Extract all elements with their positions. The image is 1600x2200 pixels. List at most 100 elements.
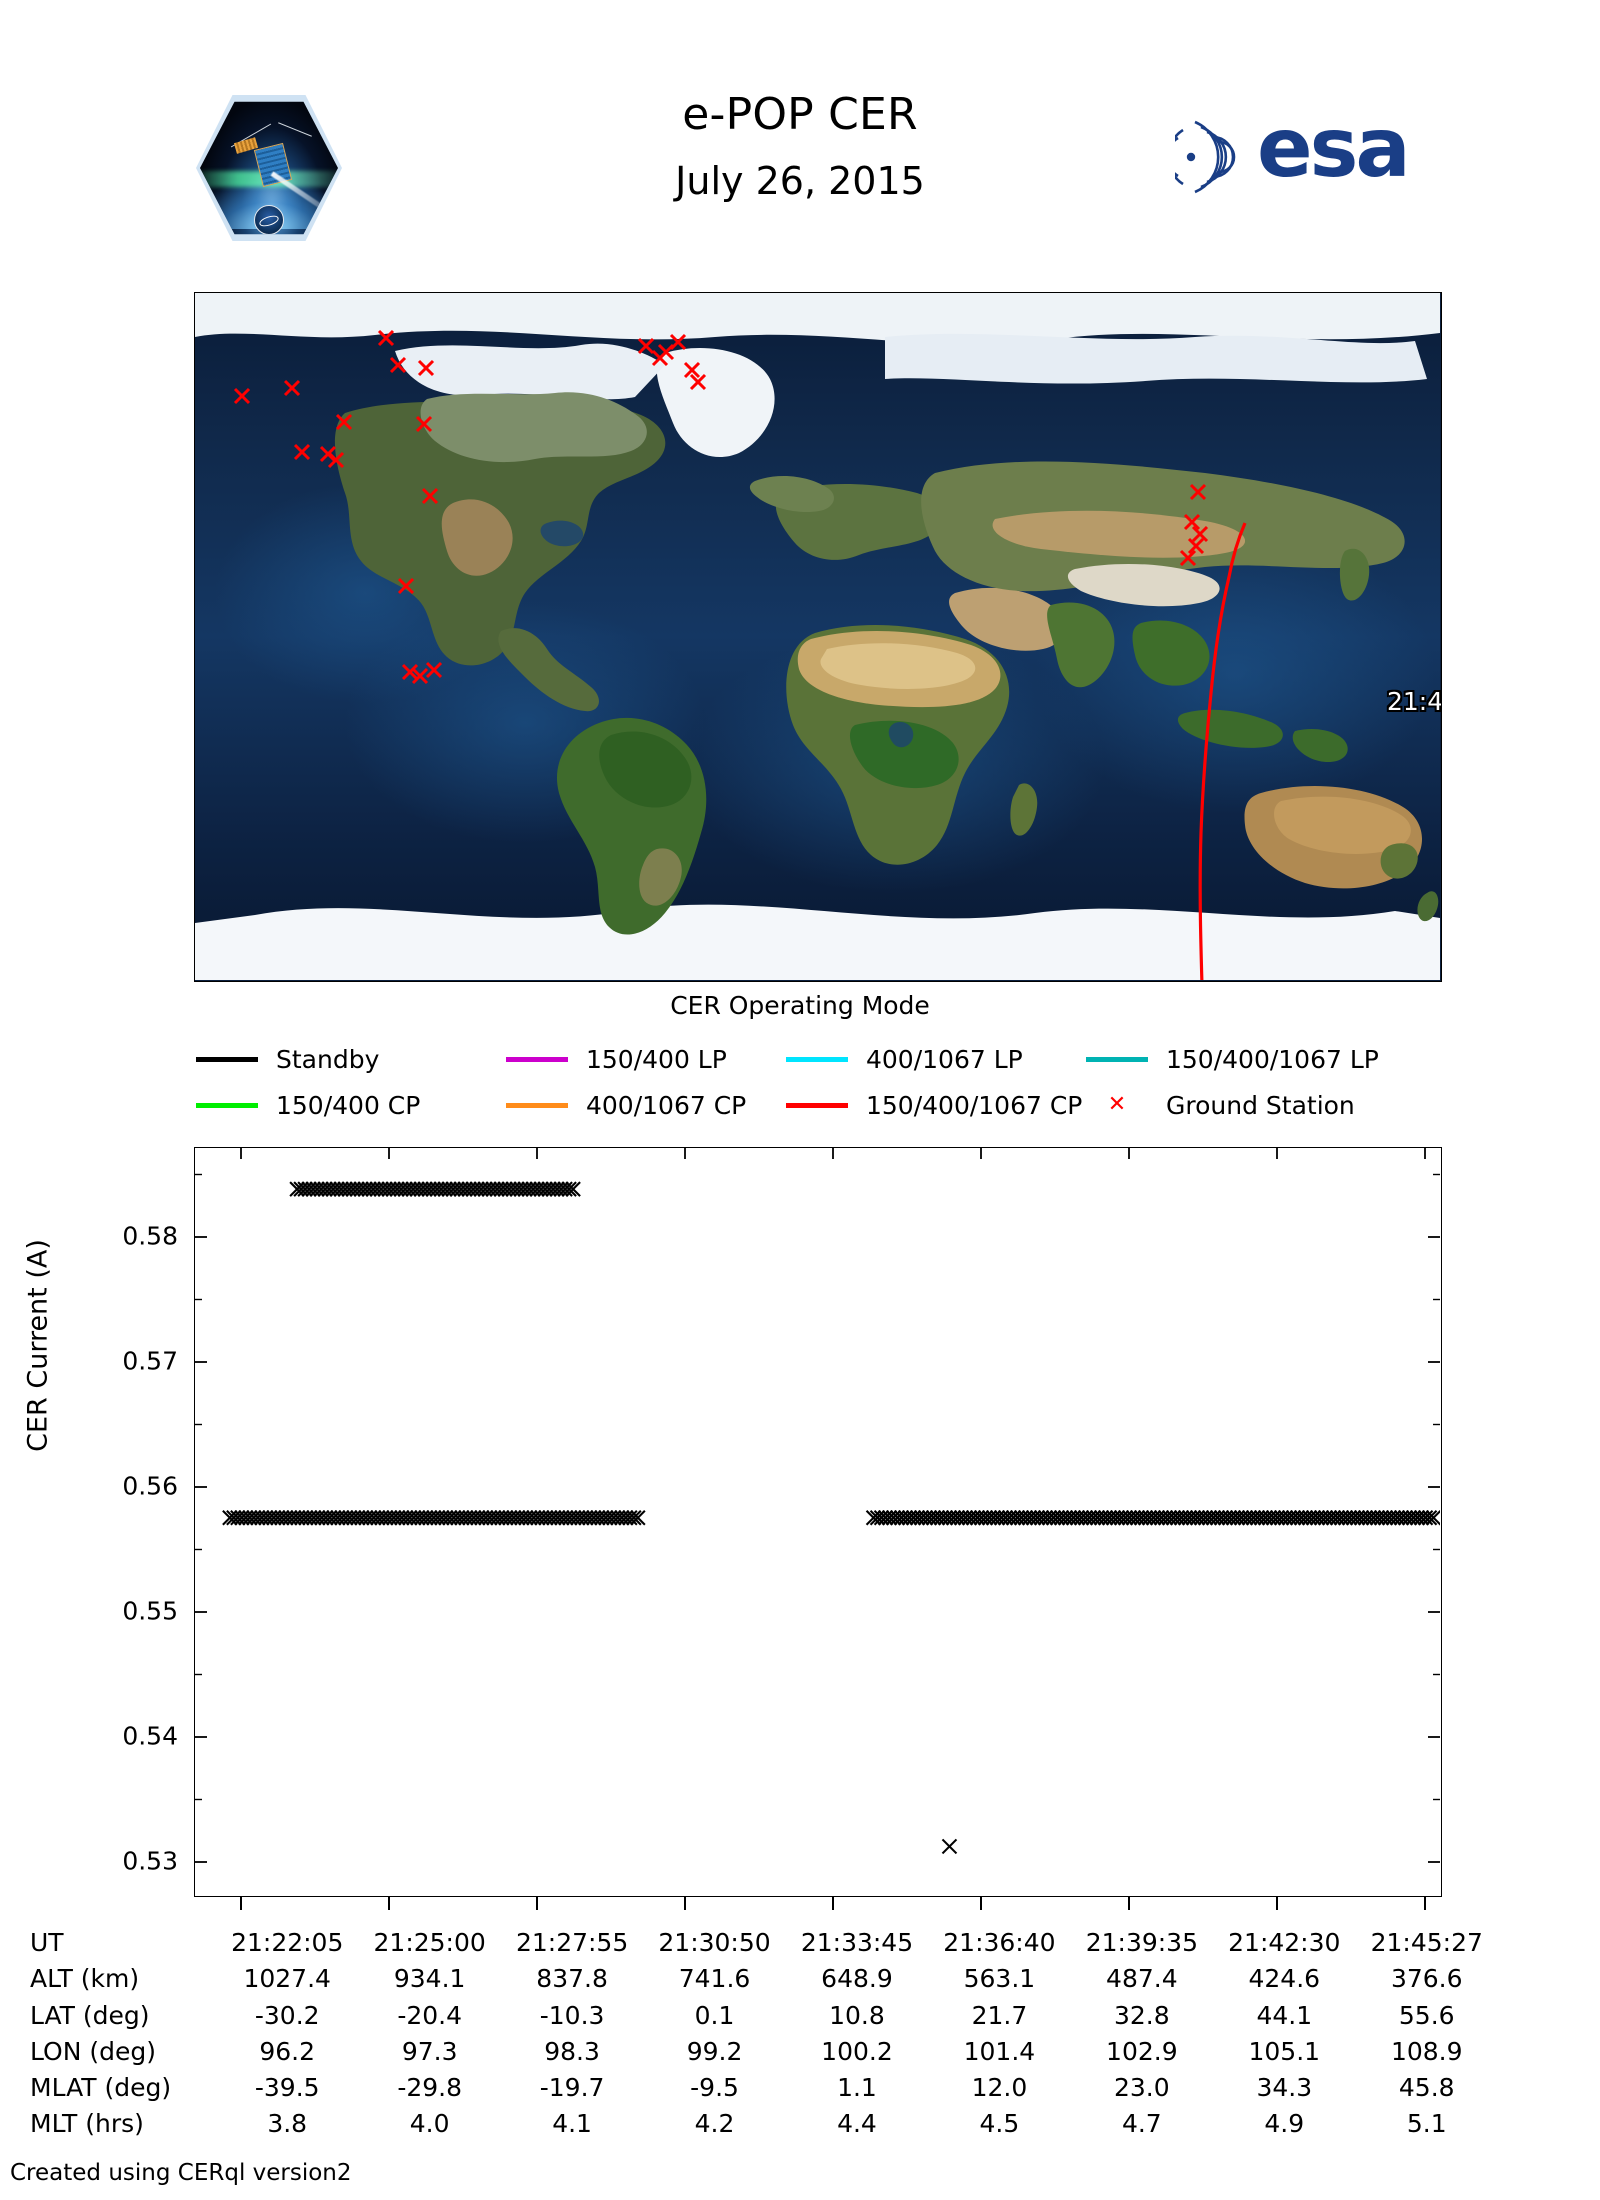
ut-value-4: 21:30:50: [658, 1928, 771, 1957]
title-block: e-POP CER July 26, 2015: [400, 89, 1200, 201]
row-label-alt: ALT (km): [30, 1964, 140, 1994]
satellite-ground-track: [1198, 522, 1247, 980]
cassiope-logo: [196, 95, 342, 241]
legend-item-400-1067-lp[interactable]: 400/1067 LP: [786, 1045, 1086, 1074]
alt-value-5: 648.9: [821, 1964, 893, 1994]
ut-value-2: 21:25:00: [373, 1928, 486, 1957]
lon-value-8: 105.1: [1248, 2036, 1321, 2066]
lon-value-7: 102.9: [1106, 2036, 1178, 2066]
mlat-value-7: 23.0: [1114, 2073, 1170, 2102]
legend-swatch-150-400-1067-cp: [786, 1102, 848, 1108]
legend-item-ground-station[interactable]: ✕ Ground Station: [1086, 1091, 1355, 1120]
legend-swatch-400-1067-cp: [506, 1102, 568, 1108]
ytick-label-0.53: 0.53: [122, 1846, 178, 1876]
ut-value-8: 21:42:30: [1228, 1928, 1341, 1957]
page-title: e-POP CER: [682, 89, 918, 140]
y-axis-tick-labels: 0.58 0.57 0.56 0.55 0.54 0.53: [0, 1147, 178, 1897]
world-map-panel: 21:45:27 UT 21:22:05 UT: [194, 292, 1442, 982]
legend-item-standby[interactable]: Standby: [196, 1045, 506, 1074]
x-tick: [684, 1897, 686, 1910]
alt-value-9: 376.6: [1390, 1964, 1463, 1994]
data-markers: [222, 1181, 1440, 1855]
mlat-value-4: -9.5: [690, 2073, 739, 2102]
legend-swatch-150-400-1067-lp: [1086, 1056, 1148, 1062]
ut-value-5: 21:33:45: [800, 1928, 914, 1957]
legend-item-150-400-1067-lp[interactable]: 150/400/1067 LP: [1086, 1045, 1379, 1074]
track-end-time-annotation: 21:45:27 UT: [1387, 687, 1442, 716]
ut-value-9: 21:45:27: [1370, 1928, 1483, 1957]
mlt-value-1: 3.8: [267, 2109, 308, 2139]
lat-value-6: 21.7: [971, 2000, 1028, 2030]
cer-mode-legend: Standby 150/400 LP 400/1067 LP 150/400/1…: [196, 1036, 1446, 1128]
legend-title: CER Operating Mode: [670, 991, 930, 1020]
lat-value-7: 32.8: [1114, 2000, 1170, 2030]
legend-swatch-150-400-lp: [506, 1056, 568, 1062]
row-label-mlat: MLAT (deg): [30, 2073, 172, 2102]
mlt-value-8: 4.9: [1264, 2109, 1305, 2139]
legend-label-150-400-1067-cp: 150/400/1067 CP: [866, 1090, 1083, 1120]
lat-value-8: 44.1: [1256, 2000, 1313, 2030]
lon-value-2: 97.3: [401, 2036, 458, 2066]
legend-row-1: Standby 150/400 LP 400/1067 LP 150/400/1…: [196, 1036, 1446, 1082]
legend-label-150-400-1067-lp: 150/400/1067 LP: [1166, 1044, 1379, 1074]
legend-label-ground-station: Ground Station: [1166, 1090, 1355, 1120]
continents: [334, 392, 1439, 935]
alt-value-7: 487.4: [1106, 1964, 1178, 1994]
mlat-value-9: 45.8: [1398, 2073, 1455, 2102]
table-row-lon: LON (deg) 96.2 97.3 98.3 99.2 100.2 101.…: [28, 2034, 1498, 2070]
esa-wordmark: esa: [1257, 101, 1411, 196]
legend-row-2: 150/400 CP 400/1067 CP 150/400/1067 CP ✕…: [196, 1082, 1446, 1128]
mlt-value-5: 4.4: [837, 2109, 877, 2139]
ytick-label-0.56: 0.56: [122, 1471, 178, 1501]
x-tick: [1128, 1897, 1130, 1910]
x-tick: [832, 1897, 834, 1910]
table-row-lat: LAT (deg) -30.2 -20.4 -10.3 0.1 10.8 21.…: [28, 1998, 1498, 2034]
table-row-ut: UT 21:22:05 21:25:00 21:27:55 21:30:50 2…: [28, 1925, 1498, 1961]
mlat-value-3: -19.7: [539, 2073, 605, 2102]
x-tick: [536, 1897, 538, 1910]
legend-item-150-400-lp[interactable]: 150/400 LP: [506, 1045, 786, 1074]
mlt-value-4: 4.2: [694, 2109, 735, 2139]
legend-item-150-400-1067-cp[interactable]: 150/400/1067 CP: [786, 1091, 1086, 1120]
ut-value-3: 21:27:55: [515, 1928, 629, 1957]
x-tick: [240, 1897, 242, 1910]
lon-value-1: 96.2: [259, 2036, 316, 2066]
esa-dot-icon: [1186, 152, 1196, 162]
row-label-mlt: MLT (hrs): [30, 2109, 144, 2139]
page-header: e-POP CER July 26, 2015 esa: [0, 0, 1600, 270]
ephemeris-table: UT 21:22:05 21:25:00 21:27:55 21:30:50 2…: [28, 1925, 1498, 2143]
lat-value-4: 0.1: [694, 2000, 735, 2030]
lon-value-3: 98.3: [544, 2036, 600, 2066]
cer-current-plot[interactable]: [194, 1147, 1442, 1897]
x-tick: [388, 1897, 390, 1910]
mlat-value-1: -39.5: [254, 2073, 320, 2102]
mlat-value-6: 12.0: [971, 2073, 1028, 2102]
legend-label-400-1067-cp: 400/1067 CP: [586, 1090, 747, 1120]
esa-logo: esa: [1175, 108, 1465, 202]
ytick-label-0.58: 0.58: [122, 1221, 178, 1251]
mlat-value-5: 1.1: [837, 2073, 877, 2102]
ytick-label-0.57: 0.57: [122, 1346, 178, 1376]
legend-item-400-1067-cp[interactable]: 400/1067 CP: [506, 1091, 786, 1120]
mlt-value-3: 4.1: [552, 2109, 592, 2139]
lat-value-5: 10.8: [829, 2000, 885, 2030]
mlt-value-2: 4.0: [409, 2109, 450, 2139]
row-label-ut: UT: [30, 1928, 64, 1957]
legend-swatch-standby: [196, 1056, 258, 1062]
legend-label-400-1067-lp: 400/1067 LP: [866, 1044, 1023, 1074]
alt-value-4: 741.6: [678, 1964, 751, 1994]
x-tick: [1424, 1897, 1426, 1910]
ytick-label-0.54: 0.54: [122, 1721, 178, 1751]
x-axis-ticks: [194, 1897, 1442, 1911]
legend-label-150-400-cp: 150/400 CP: [276, 1090, 421, 1120]
y-minor-ticks: [195, 1173, 1440, 1801]
lon-value-6: 101.4: [963, 2036, 1036, 2066]
legend-item-150-400-cp[interactable]: 150/400 CP: [196, 1091, 506, 1120]
row-label-lon: LON (deg): [30, 2036, 156, 2066]
satellite-boom2-icon: [278, 122, 313, 138]
mlat-value-2: -29.8: [397, 2073, 462, 2102]
x-tick: [980, 1897, 982, 1910]
table-row-mlt: MLT (hrs) 3.8 4.0 4.1 4.2 4.4 4.5 4.7 4.…: [28, 2106, 1498, 2142]
alt-value-1: 1027.4: [243, 1964, 331, 1994]
